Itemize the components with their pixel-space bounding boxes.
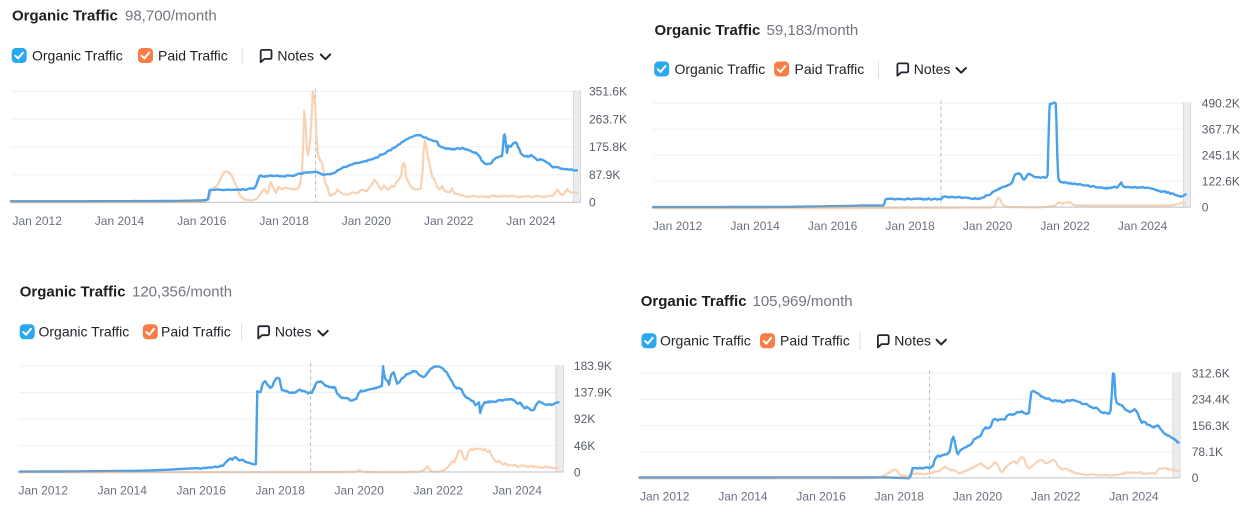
svg-text:Jan 2020: Jan 2020 (963, 219, 1013, 233)
svg-text:Jan 2020: Jan 2020 (335, 484, 385, 498)
svg-text:Jan 2018: Jan 2018 (259, 214, 309, 228)
svg-text:Notes: Notes (914, 61, 951, 77)
svg-text:98,700/month: 98,700/month (125, 7, 217, 24)
svg-text:Paid Traffic: Paid Traffic (780, 333, 850, 349)
svg-text:46K: 46K (574, 439, 595, 453)
svg-text:Paid Traffic: Paid Traffic (161, 324, 231, 340)
svg-text:Jan 2016: Jan 2016 (177, 484, 227, 498)
svg-text:Jan 2012: Jan 2012 (653, 219, 703, 233)
svg-text:0: 0 (574, 465, 581, 479)
svg-text:87.9K: 87.9K (589, 168, 620, 182)
svg-text:Jan 2022: Jan 2022 (1031, 489, 1081, 503)
svg-text:183.9K: 183.9K (574, 359, 612, 373)
svg-text:234.4K: 234.4K (1192, 393, 1230, 407)
svg-text:156.3K: 156.3K (1192, 419, 1230, 433)
svg-text:Organic Traffic: Organic Traffic (32, 47, 123, 63)
svg-text:120,356/month: 120,356/month (132, 284, 232, 301)
svg-text:0: 0 (1202, 201, 1209, 215)
svg-text:Jan 2018: Jan 2018 (885, 219, 935, 233)
svg-text:Jan 2012: Jan 2012 (19, 484, 69, 498)
svg-text:Jan 2024: Jan 2024 (1109, 489, 1159, 503)
svg-text:Jan 2012: Jan 2012 (13, 214, 63, 228)
svg-text:Organic Traffic: Organic Traffic (12, 7, 118, 24)
svg-text:0: 0 (589, 196, 596, 210)
svg-text:Jan 2022: Jan 2022 (424, 214, 474, 228)
svg-text:Jan 2024: Jan 2024 (493, 484, 543, 498)
svg-text:Jan 2014: Jan 2014 (95, 214, 145, 228)
svg-text:263.7K: 263.7K (589, 112, 627, 126)
svg-text:Organic Traffic: Organic Traffic (641, 293, 747, 310)
svg-text:Organic Traffic: Organic Traffic (20, 284, 126, 301)
svg-text:59,183/month: 59,183/month (767, 22, 859, 39)
svg-text:490.2K: 490.2K (1202, 96, 1240, 110)
svg-text:Organic Traffic: Organic Traffic (675, 61, 766, 77)
svg-text:Jan 2016: Jan 2016 (177, 214, 227, 228)
svg-text:Jan 2018: Jan 2018 (256, 484, 306, 498)
svg-text:Jan 2014: Jan 2014 (98, 484, 148, 498)
svg-text:Organic Traffic: Organic Traffic (655, 22, 761, 39)
svg-text:175.8K: 175.8K (589, 140, 627, 154)
svg-text:367.7K: 367.7K (1202, 122, 1240, 136)
svg-text:Notes: Notes (277, 47, 314, 63)
svg-text:Jan 2022: Jan 2022 (1040, 219, 1090, 233)
svg-text:Paid Traffic: Paid Traffic (795, 61, 865, 77)
svg-text:Notes: Notes (894, 333, 931, 349)
svg-text:Jan 2020: Jan 2020 (953, 489, 1003, 503)
svg-text:78.1K: 78.1K (1192, 445, 1223, 459)
svg-text:122.6K: 122.6K (1202, 175, 1240, 189)
svg-text:Jan 2024: Jan 2024 (1118, 219, 1168, 233)
svg-text:Notes: Notes (275, 324, 312, 340)
svg-text:Jan 2018: Jan 2018 (875, 489, 925, 503)
svg-text:Jan 2016: Jan 2016 (808, 219, 858, 233)
svg-text:0: 0 (1192, 471, 1199, 485)
svg-text:92K: 92K (574, 412, 595, 426)
svg-text:Organic Traffic: Organic Traffic (660, 333, 751, 349)
svg-text:Jan 2024: Jan 2024 (506, 214, 556, 228)
svg-text:Paid Traffic: Paid Traffic (158, 47, 228, 63)
svg-text:105,969/month: 105,969/month (753, 293, 853, 310)
svg-text:137.9K: 137.9K (574, 386, 612, 400)
svg-text:245.1K: 245.1K (1202, 149, 1240, 163)
svg-text:Jan 2020: Jan 2020 (342, 214, 392, 228)
svg-text:312.6K: 312.6K (1192, 366, 1230, 380)
svg-text:Jan 2014: Jan 2014 (730, 219, 780, 233)
svg-text:Organic Traffic: Organic Traffic (39, 324, 130, 340)
svg-text:Jan 2014: Jan 2014 (718, 489, 768, 503)
svg-text:Jan 2016: Jan 2016 (796, 489, 846, 503)
svg-text:Jan 2022: Jan 2022 (414, 484, 464, 498)
svg-text:351.6K: 351.6K (589, 85, 627, 99)
svg-text:Jan 2012: Jan 2012 (640, 489, 690, 503)
